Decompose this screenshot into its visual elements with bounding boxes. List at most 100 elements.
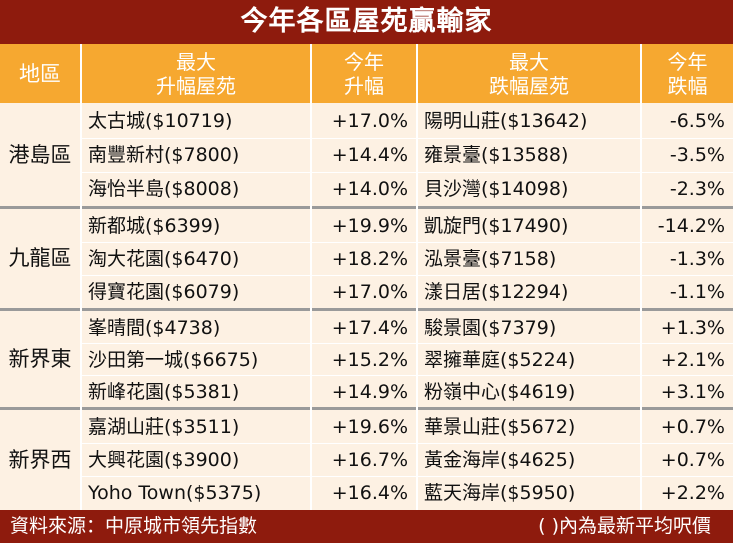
region-label: 九龍區	[8, 246, 72, 270]
loss-cell: -2.3%	[669, 178, 725, 200]
gain-cell: +16.7%	[331, 449, 408, 471]
gain-cell: +14.9%	[331, 381, 408, 403]
region-label: 港島區	[8, 143, 72, 167]
price-note: ( )內為最新平均呎價	[538, 515, 711, 537]
gain-cell: +18.2%	[331, 248, 408, 270]
loss-cell: -6.5%	[669, 110, 725, 132]
gain-estate-cell: 嘉湖山莊($3511)	[88, 416, 240, 438]
column-divider	[310, 103, 312, 510]
loss-estate-cell: 藍天海岸($5950)	[424, 482, 576, 504]
row-divider	[80, 275, 733, 276]
row-divider	[80, 476, 733, 477]
gain-estate-cell: 新都城($6399)	[88, 215, 221, 237]
loss-estate-cell: 雍景臺($13588)	[424, 144, 569, 166]
column-divider	[416, 103, 418, 510]
gain-estate-cell: 得寶花園($6079)	[88, 281, 240, 303]
row-divider	[80, 138, 733, 139]
gain-estate-cell: 沙田第一城($6675)	[88, 349, 259, 371]
loss-estate-cell: 黃金海岸($4625)	[424, 449, 576, 471]
loss-estate-cell: 陽明山莊($13642)	[424, 110, 588, 132]
gain-estate-cell: 淘大花園($6470)	[88, 248, 240, 270]
gain-cell: +17.0%	[331, 281, 408, 303]
header-top-loss: 最大 跌幅屋苑	[418, 44, 640, 103]
loss-cell: -1.3%	[669, 248, 725, 270]
loss-estate-cell: 貝沙灣($14098)	[424, 178, 569, 200]
table-row: 沙田第一城($6675) +15.2% 翠擁華庭($5224) +2.1%	[80, 343, 733, 375]
loss-estate-cell: 凱旋門($17490)	[424, 215, 569, 237]
loss-cell: +0.7%	[660, 416, 725, 438]
loss-cell: +1.3%	[660, 317, 725, 339]
loss-estate-cell: 駿景園($7379)	[424, 317, 557, 339]
row-divider	[80, 343, 733, 344]
loss-cell: -3.5%	[669, 144, 725, 166]
region-label: 新界西	[8, 448, 72, 472]
row-divider	[80, 242, 733, 243]
gain-cell: +14.0%	[331, 178, 408, 200]
loss-estate-cell: 泓景臺($7158)	[424, 248, 557, 270]
table-row: Yoho Town($5375) +16.4% 藍天海岸($5950) +2.2…	[80, 476, 733, 510]
gain-estate-cell: 大興花園($3900)	[88, 449, 240, 471]
table-title: 今年各區屋苑贏輸家	[0, 0, 733, 44]
table-row: 峯晴間($4738) +17.4% 駿景園($7379) +1.3%	[80, 311, 733, 343]
loss-estate-cell: 翠擁華庭($5224)	[424, 349, 576, 371]
gain-cell: +19.9%	[331, 215, 408, 237]
loss-estate-cell: 華景山莊($5672)	[424, 416, 576, 438]
header-divider	[416, 44, 418, 103]
region-group-nt-west: 新界西 嘉湖山莊($3511) +19.6% 華景山莊($5672) +0.7%…	[0, 410, 733, 510]
loss-cell: +2.1%	[660, 349, 725, 371]
group-divider	[0, 308, 733, 311]
loss-cell: +2.2%	[660, 482, 725, 504]
table-row: 太古城($10719) +17.0% 陽明山莊($13642) -6.5%	[80, 104, 733, 138]
table-row: 得寶花園($6079) +17.0% 漾日居($12294) -1.1%	[80, 275, 733, 308]
header-loss-line1: 今年	[667, 49, 708, 74]
region-group-hk-island: 港島區 太古城($10719) +17.0% 陽明山莊($13642) -6.5…	[0, 104, 733, 206]
table-header: 地區 最大 升幅屋苑 今年 升幅 最大 跌幅屋苑 今年 跌幅	[0, 44, 733, 103]
gain-estate-cell: Yoho Town($5375)	[88, 482, 262, 504]
gain-estate-cell: 新峰花園($5381)	[88, 381, 240, 403]
header-gain: 今年 升幅	[312, 44, 416, 103]
row-divider	[80, 172, 733, 173]
table-row: 大興花園($3900) +16.7% 黃金海岸($4625) +0.7%	[80, 443, 733, 476]
header-top-gain-line1: 最大	[176, 49, 216, 74]
table-row: 新峰花園($5381) +14.9% 粉嶺中心($4619) +3.1%	[80, 375, 733, 407]
column-divider	[80, 103, 82, 510]
table-footer: 資料來源：中原城市領先指數 ( )內為最新平均呎價	[0, 510, 733, 543]
region-group-nt-east: 新界東 峯晴間($4738) +17.4% 駿景園($7379) +1.3% 沙…	[0, 311, 733, 407]
group-divider	[0, 206, 733, 209]
header-top-gain: 最大 升幅屋苑	[82, 44, 310, 103]
loss-cell: +0.7%	[660, 449, 725, 471]
header-top-gain-line2: 升幅屋苑	[156, 73, 236, 98]
gain-cell: +16.4%	[331, 482, 408, 504]
region-label: 新界東	[8, 347, 72, 371]
header-divider	[640, 44, 642, 103]
gain-estate-cell: 峯晴間($4738)	[88, 317, 221, 339]
table-row: 嘉湖山莊($3511) +19.6% 華景山莊($5672) +0.7%	[80, 410, 733, 443]
gain-estate-cell: 南豐新村($7800)	[88, 144, 240, 166]
header-loss: 今年 跌幅	[642, 44, 733, 103]
loss-cell: -1.1%	[669, 281, 725, 303]
row-divider	[80, 375, 733, 376]
gain-estate-cell: 海怡半島($8008)	[88, 178, 240, 200]
header-divider	[310, 44, 312, 103]
group-divider	[0, 407, 733, 410]
column-divider	[640, 103, 642, 510]
gain-cell: +19.6%	[331, 416, 408, 438]
table-row: 海怡半島($8008) +14.0% 貝沙灣($14098) -2.3%	[80, 172, 733, 206]
gain-cell: +15.2%	[331, 349, 408, 371]
loss-estate-cell: 粉嶺中心($4619)	[424, 381, 576, 403]
gain-cell: +17.0%	[331, 110, 408, 132]
loss-estate-cell: 漾日居($12294)	[424, 281, 569, 303]
header-divider	[80, 44, 82, 103]
table-row: 南豐新村($7800) +14.4% 雍景臺($13588) -3.5%	[80, 138, 733, 172]
header-top-loss-line1: 最大	[509, 49, 549, 74]
table-row: 新都城($6399) +19.9% 凱旋門($17490) -14.2%	[80, 209, 733, 242]
header-region: 地區	[19, 61, 61, 86]
header-gain-line1: 今年	[344, 49, 384, 74]
table-row: 淘大花園($6470) +18.2% 泓景臺($7158) -1.3%	[80, 242, 733, 275]
header-gain-line2: 升幅	[344, 73, 384, 98]
source-note: 資料來源：中原城市領先指數	[10, 515, 258, 537]
loss-cell: -14.2%	[657, 215, 725, 237]
gain-estate-cell: 太古城($10719)	[88, 110, 233, 132]
header-loss-line2: 跌幅	[667, 73, 708, 98]
